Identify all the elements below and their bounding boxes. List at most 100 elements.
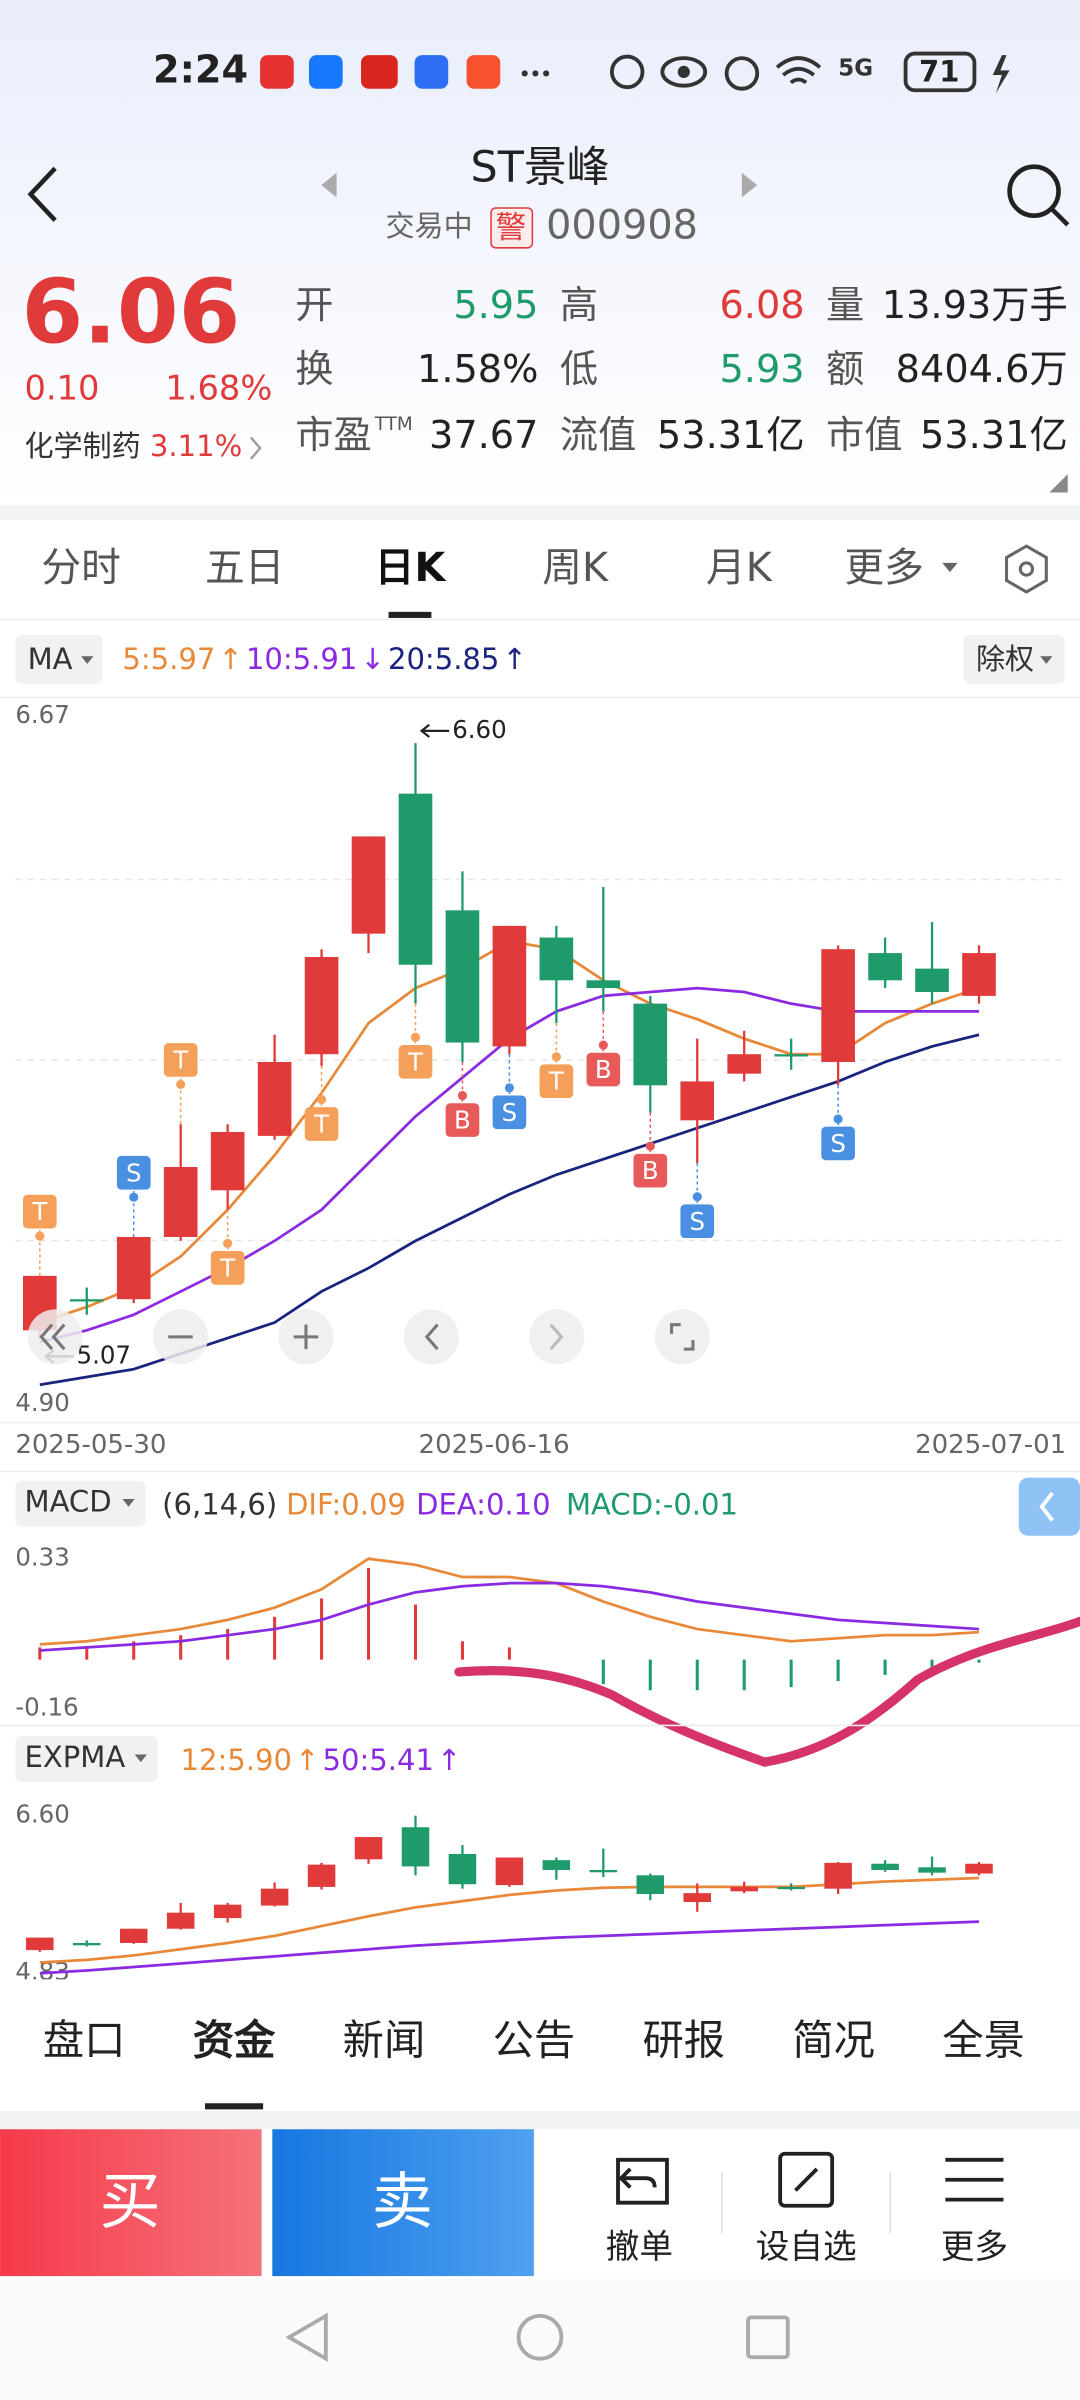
sector-name[interactable]: 化学制药 xyxy=(25,429,141,463)
nav-home[interactable] xyxy=(516,2313,564,2361)
candle-body xyxy=(589,1869,618,1873)
ma-name[interactable]: MA xyxy=(28,642,73,676)
legend-trend: ↓ xyxy=(360,642,384,676)
tool-icons xyxy=(616,2151,1004,2208)
marker-box xyxy=(22,1194,57,1229)
candle-body xyxy=(73,1942,101,1946)
marker-dot xyxy=(833,1114,843,1124)
bottom-tab[interactable]: 新闻 xyxy=(343,2017,426,2065)
candle-body xyxy=(260,1888,289,1906)
active-tab-underline xyxy=(388,611,432,618)
bottom-tab[interactable]: 研报 xyxy=(642,2017,725,2065)
adjust-selector[interactable] xyxy=(963,634,1065,684)
bottom-tab[interactable]: 全景 xyxy=(942,2017,1025,2065)
sell-button[interactable] xyxy=(272,2129,534,2277)
side-panel-arrow xyxy=(1039,1491,1054,1522)
legend-trend: ↑ xyxy=(218,642,242,676)
period-tab[interactable]: 分时 xyxy=(41,545,121,591)
tool-label[interactable]: 更多 xyxy=(941,2227,1008,2266)
candle-body xyxy=(401,1827,430,1867)
marker-dot xyxy=(176,1079,186,1090)
candle-body xyxy=(824,1862,852,1889)
marker-label: S xyxy=(689,1207,705,1236)
candle-body xyxy=(871,1863,899,1870)
indicator-line xyxy=(39,1876,980,1964)
marker-label: B xyxy=(595,1055,612,1084)
buy-button[interactable] xyxy=(0,2129,262,2277)
dif-label: DIF:0.09 xyxy=(286,1488,406,1522)
candle-body xyxy=(965,1863,993,1874)
ma-selector[interactable] xyxy=(15,634,103,684)
nav-back[interactable] xyxy=(285,2312,328,2363)
status-app-icons xyxy=(260,51,1010,94)
ma-legend: 5:5.97 ↑ 10:5.91 ↓ 20:5.85 ↑ xyxy=(122,642,526,676)
period-tab[interactable]: 月K xyxy=(706,545,773,591)
y-tick-label: 4.90 xyxy=(15,1388,69,1417)
legend-item: 12:5.90 xyxy=(181,1743,292,1777)
pan-left[interactable] xyxy=(403,1309,459,1365)
back-button[interactable] xyxy=(27,166,57,222)
marker-label: B xyxy=(454,1106,471,1135)
prev-stock[interactable] xyxy=(321,172,337,198)
candle-body xyxy=(351,836,386,934)
adjust-caret xyxy=(1040,656,1053,664)
marker-box xyxy=(539,1064,574,1099)
period-tab[interactable]: 五日 xyxy=(205,545,285,591)
marker-label: T xyxy=(172,1045,189,1074)
next-stock[interactable] xyxy=(741,172,758,198)
bottom-tab[interactable]: 简况 xyxy=(792,2017,875,2065)
candle-body xyxy=(307,1864,336,1887)
period-tab[interactable]: 日K xyxy=(375,545,448,591)
marker-box xyxy=(680,1204,715,1239)
marker-label: S xyxy=(830,1129,846,1158)
stat-label: 开 xyxy=(295,284,333,328)
stat-value: 5.95 xyxy=(453,284,538,328)
pan-right[interactable] xyxy=(529,1309,585,1365)
price-change-pct: 1.68% xyxy=(165,369,272,408)
period-tab[interactable]: 更多 xyxy=(844,545,924,591)
buy-label[interactable]: 买 xyxy=(99,2166,160,2237)
status-time: 2:24 xyxy=(153,48,248,92)
stock-code: 000908 xyxy=(546,202,698,248)
legend-item: 20:5.85 xyxy=(388,642,499,676)
side-panel-toggle[interactable] xyxy=(1018,1477,1080,1536)
y-tick-label: 6.60 xyxy=(15,1800,69,1829)
extreme-label: 5.07 xyxy=(77,1340,131,1369)
macd-caret xyxy=(122,1499,135,1507)
expma-selector[interactable] xyxy=(15,1736,158,1783)
settings-button[interactable] xyxy=(1005,544,1048,594)
period-tab[interactable]: 周K xyxy=(542,545,609,591)
candle-body xyxy=(445,910,480,1043)
marker-dot xyxy=(504,1083,514,1093)
fullscreen[interactable] xyxy=(654,1309,710,1365)
tool-label[interactable]: 设自选 xyxy=(756,2227,857,2266)
legend-trend: ↑ xyxy=(295,1743,319,1777)
system-nav xyxy=(0,2279,1080,2400)
stat-label: 额 xyxy=(826,348,864,392)
bottom-active-underline xyxy=(205,2103,264,2110)
macd-name[interactable]: MACD xyxy=(25,1485,112,1519)
adjust-label[interactable]: 除权 xyxy=(976,642,1034,676)
expma-name[interactable]: EXPMA xyxy=(25,1740,126,1774)
marker-dot xyxy=(692,1192,702,1202)
extreme-label: 6.60 xyxy=(452,715,506,744)
bottom-tabs-bg xyxy=(0,1979,1080,2111)
indicator-line xyxy=(39,1557,980,1646)
candle-body xyxy=(821,949,855,1062)
marker-box xyxy=(304,1107,339,1141)
sector-pct[interactable]: 3.11% xyxy=(150,429,242,463)
marker-label: T xyxy=(407,1047,424,1076)
battery-level: 71 xyxy=(919,54,959,88)
macd-selector[interactable] xyxy=(15,1480,146,1527)
search-button[interactable] xyxy=(1007,164,1070,227)
marker-box xyxy=(398,1044,433,1079)
divider xyxy=(0,504,1080,521)
bottom-tab[interactable]: 资金 xyxy=(193,2017,276,2065)
tool-label[interactable]: 撤单 xyxy=(606,2227,673,2266)
stat-label: 高 xyxy=(560,284,598,328)
sell-label[interactable]: 卖 xyxy=(372,2166,433,2237)
bottom-tab[interactable]: 公告 xyxy=(493,2017,576,2065)
marker-label: S xyxy=(502,1098,518,1127)
nav-recent[interactable] xyxy=(746,2315,790,2360)
bottom-tab[interactable]: 盘口 xyxy=(43,2017,126,2065)
